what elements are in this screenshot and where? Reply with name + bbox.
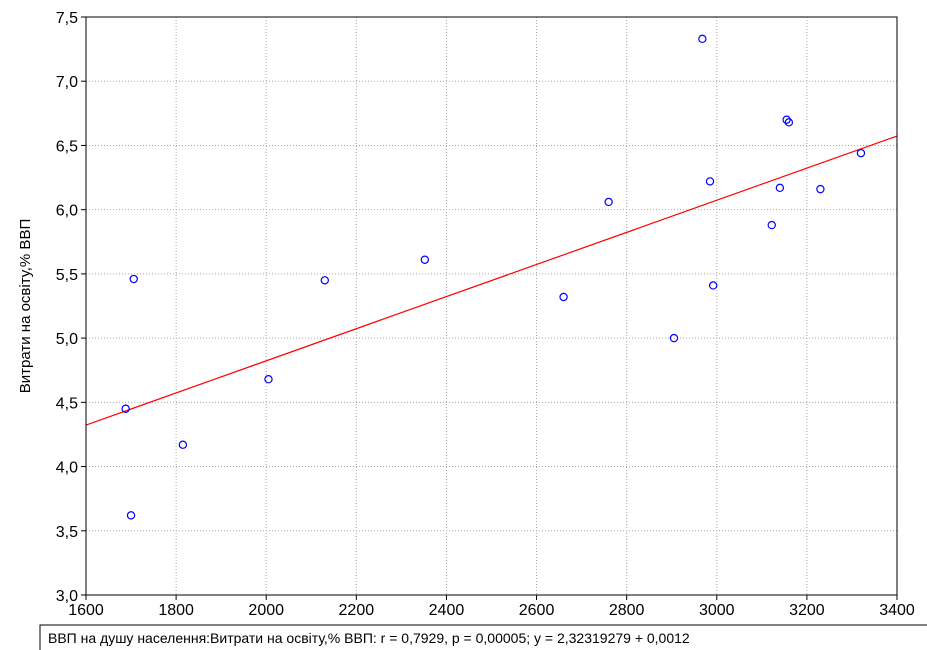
y-tick-label: 6,0 [56, 203, 78, 220]
caption-box [39, 624, 927, 650]
data-point [604, 197, 613, 207]
data-point [320, 276, 329, 285]
data-point [784, 118, 794, 127]
data-point [767, 220, 776, 230]
x-tick-label: 3200 [789, 602, 825, 619]
y-tick-label: 3,5 [56, 524, 78, 541]
y-tick-label: 6,5 [56, 138, 78, 155]
y-tick-label: 4,0 [56, 460, 78, 477]
data-point [264, 375, 273, 384]
regression-line [85, 135, 898, 426]
regression-caption: ВВП на душу населення:Витрати на освіту,… [48, 630, 690, 646]
data-point [121, 404, 130, 413]
data-point [669, 333, 679, 343]
x-tick-label: 1800 [158, 602, 194, 619]
x-tick-label: 2600 [519, 602, 555, 619]
y-tick-label: 7,0 [56, 74, 78, 91]
x-tick-label: 2200 [339, 602, 375, 619]
y-axis-ticks: 3,0 3,5 4,0 4,5 5,0 5,5 6,0 6,5 7,0 7,5 [56, 10, 86, 605]
data-point [126, 511, 136, 520]
plot-frame [85, 16, 898, 596]
regression-line-group [85, 135, 898, 426]
y-axis-label: Витрати на освіту,% ВВП [17, 219, 34, 393]
x-tick-label: 1600 [68, 602, 104, 619]
data-point [178, 440, 188, 449]
data-point [420, 255, 430, 264]
data-point [559, 292, 568, 302]
data-point [708, 281, 718, 290]
x-axis-ticks: 1600 1800 2000 2200 2400 2600 2800 3000 3200 3400 [68, 595, 915, 619]
data-point [698, 34, 707, 44]
data-point [782, 115, 791, 124]
x-tick-label: 2800 [609, 602, 645, 619]
x-tick-label: 2400 [429, 602, 465, 619]
y-tick-label: 5,5 [56, 267, 78, 284]
y-tick-label: 7,5 [56, 10, 78, 27]
y-tick-label: 4,5 [56, 395, 78, 412]
data-point [775, 183, 785, 193]
grid [86, 17, 897, 595]
x-tick-label: 3000 [699, 602, 735, 619]
data-point [129, 274, 138, 284]
data-points [121, 34, 866, 520]
x-tick-label: 3400 [879, 602, 915, 619]
data-point [705, 177, 715, 186]
x-tick-label: 2000 [248, 602, 284, 619]
y-tick-label: 3,0 [56, 588, 78, 605]
data-point [856, 148, 866, 158]
y-tick-label: 5,0 [56, 331, 78, 348]
data-point [816, 184, 825, 194]
